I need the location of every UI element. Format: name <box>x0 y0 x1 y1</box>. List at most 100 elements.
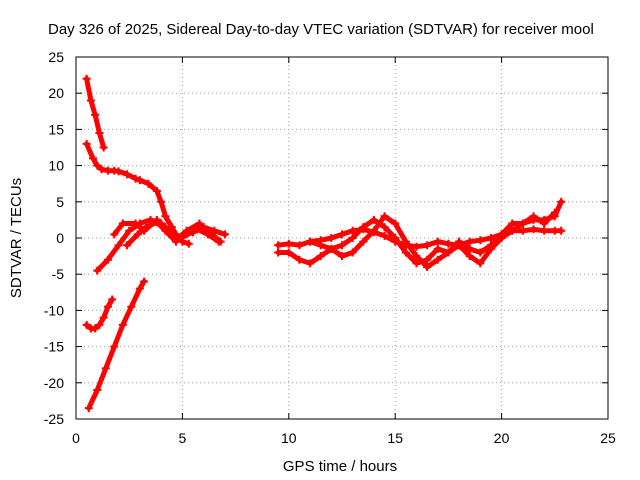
data-point <box>486 234 495 242</box>
data-point <box>295 241 304 250</box>
data-point <box>108 295 117 304</box>
data-point <box>295 255 304 264</box>
series-arc-10 <box>306 208 559 271</box>
data-point <box>99 143 108 152</box>
data-point <box>316 252 325 261</box>
data-point <box>540 226 549 235</box>
data-point <box>86 96 95 105</box>
data-series <box>82 74 566 413</box>
data-point <box>101 364 110 373</box>
data-point <box>412 242 421 251</box>
data-point <box>412 259 421 268</box>
data-point <box>214 237 223 246</box>
data-point <box>284 248 293 257</box>
data-point <box>97 165 106 174</box>
data-point <box>465 237 474 246</box>
series-arc-8 <box>274 225 566 251</box>
data-point <box>306 259 315 268</box>
data-point <box>348 248 357 257</box>
y-tick-label: -15 <box>44 339 64 355</box>
data-point <box>114 241 123 250</box>
data-point <box>93 266 102 275</box>
data-point <box>118 320 127 329</box>
data-point <box>274 248 283 257</box>
y-tick-label: 25 <box>48 49 64 65</box>
data-point <box>110 342 119 351</box>
data-point <box>125 226 134 235</box>
data-point <box>110 230 119 239</box>
data-point <box>550 208 559 217</box>
series-line <box>84 141 192 247</box>
data-point <box>444 239 453 248</box>
series-line <box>275 226 564 250</box>
data-point <box>127 302 136 311</box>
x-tick-label: 10 <box>281 430 297 446</box>
data-point <box>508 219 517 228</box>
y-tick-label: -20 <box>44 375 64 391</box>
data-point <box>465 252 474 261</box>
data-point <box>369 226 378 235</box>
data-point <box>182 230 191 239</box>
data-point <box>306 237 315 246</box>
chart-title: Day 326 of 2025, Sidereal Day-to-day VTE… <box>48 21 594 38</box>
data-point <box>274 241 283 250</box>
data-point <box>82 139 91 148</box>
series-line <box>124 219 222 248</box>
data-point <box>359 237 368 246</box>
data-point <box>557 226 566 235</box>
x-tick-label: 15 <box>387 430 403 446</box>
data-point <box>338 230 346 239</box>
data-point <box>391 234 400 242</box>
y-tick-label: -5 <box>52 266 65 282</box>
data-point <box>114 167 123 176</box>
data-point <box>423 262 432 271</box>
y-tick-label: 5 <box>56 194 64 210</box>
data-point <box>84 404 93 413</box>
data-point <box>391 219 400 228</box>
data-point <box>142 223 151 232</box>
x-tick-label: 20 <box>494 430 510 446</box>
data-point <box>380 212 389 221</box>
data-point <box>433 255 442 264</box>
data-point <box>95 320 104 329</box>
series-arc-5 <box>123 218 223 250</box>
data-point <box>133 230 142 239</box>
data-point <box>476 248 485 257</box>
x-tick-label: 5 <box>179 430 187 446</box>
data-point <box>95 129 104 138</box>
data-point <box>93 161 102 170</box>
y-tick-label: 15 <box>48 121 64 137</box>
data-point <box>152 186 161 195</box>
data-point <box>161 226 170 235</box>
data-point <box>348 234 357 242</box>
data-point <box>91 324 100 333</box>
series-arc-2 <box>82 139 193 248</box>
data-point <box>529 212 538 221</box>
data-point <box>444 248 453 257</box>
data-point <box>476 259 485 268</box>
data-point <box>203 230 212 239</box>
data-point <box>508 226 517 235</box>
data-point <box>135 176 144 185</box>
data-point <box>529 225 538 234</box>
data-point <box>401 248 410 257</box>
data-point <box>327 244 336 253</box>
data-point <box>476 236 485 245</box>
data-point <box>220 230 229 239</box>
data-point <box>540 219 549 228</box>
data-point <box>497 230 506 239</box>
y-axis-label: SDTVAR / TECUs <box>8 178 25 298</box>
data-point <box>135 284 144 293</box>
data-point <box>123 241 132 250</box>
data-point <box>118 219 127 228</box>
data-point <box>123 170 132 179</box>
data-point <box>103 302 112 311</box>
data-point <box>195 219 204 228</box>
data-point <box>193 225 202 234</box>
y-tick-label: -25 <box>44 411 64 427</box>
data-point <box>91 110 100 119</box>
y-tick-label: -10 <box>44 302 64 318</box>
y-tick-label: 20 <box>48 85 64 101</box>
y-tick-label: 10 <box>48 158 64 174</box>
x-axis-label: GPS time / hours <box>283 458 397 475</box>
